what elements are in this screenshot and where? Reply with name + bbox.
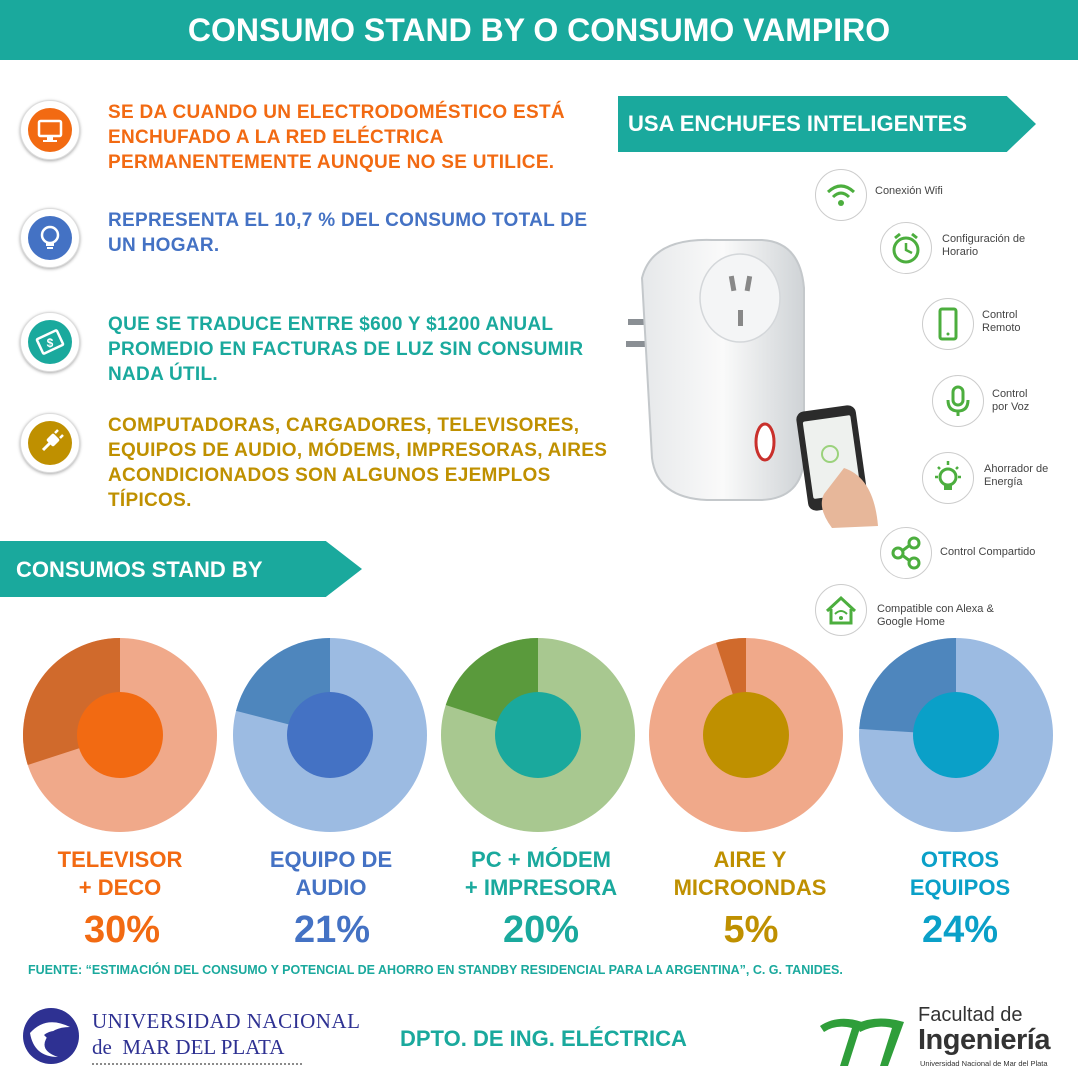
category-label-line: OTROS bbox=[920, 847, 1000, 872]
divider bbox=[92, 1063, 302, 1065]
plug-icon bbox=[20, 413, 80, 473]
category-label: PC + MÓDEM + IMPRESORA bbox=[441, 846, 641, 902]
svg-text:$: $ bbox=[47, 336, 54, 350]
donut-chart bbox=[858, 637, 1054, 833]
category-label: OTROS EQUIPOS bbox=[860, 846, 1060, 902]
info-text: QUE SE TRADUCE ENTRE $600 Y $1200 ANUAL … bbox=[108, 314, 584, 385]
category-label: AIRE Y MICROONDAS bbox=[650, 846, 850, 902]
wifi-icon bbox=[815, 169, 867, 221]
donut-svg-air bbox=[649, 638, 843, 832]
microphone-icon bbox=[932, 375, 984, 427]
donut-center bbox=[495, 692, 581, 778]
donut-chart bbox=[232, 637, 428, 833]
standby-title: CONSUMOS STAND BY bbox=[16, 557, 263, 582]
university-name-line1: UNIVERSIDAD NACIONAL bbox=[92, 1009, 361, 1033]
donut-svg-pc bbox=[441, 638, 635, 832]
lightbulb-icon bbox=[20, 208, 80, 268]
category-label-line: TELEVISOR bbox=[57, 847, 183, 872]
source-citation: FUENTE: “ESTIMACIÓN DEL CONSUMO Y POTENC… bbox=[28, 963, 843, 977]
category-label-line: + DECO bbox=[78, 875, 162, 900]
percentage-label: 20% bbox=[502, 909, 580, 951]
category-label-line: AUDIO bbox=[295, 875, 367, 900]
percentage-label: 30% bbox=[83, 909, 161, 951]
university-name-line2: de MAR DEL PLATA bbox=[92, 1035, 285, 1059]
faculty-logo: Facultad de Ingeniería Universidad Nacio… bbox=[818, 1004, 1058, 1072]
category-label-line: + IMPRESORA bbox=[464, 875, 618, 900]
percentage-label: 5% bbox=[723, 909, 779, 951]
category-label: EQUIPO DE AUDIO bbox=[231, 846, 431, 902]
percentage-label: 24% bbox=[921, 909, 999, 951]
bulb-icon bbox=[922, 452, 974, 504]
money-icon: $ bbox=[20, 312, 80, 372]
category-label-line: AIRE Y bbox=[713, 847, 787, 872]
home-icon bbox=[815, 584, 867, 636]
share-icon bbox=[880, 527, 932, 579]
donut-center bbox=[77, 692, 163, 778]
donut-chart bbox=[648, 637, 844, 833]
donut-center bbox=[287, 692, 373, 778]
category-label-line: MICROONDAS bbox=[673, 875, 827, 900]
faculty-name-line3: Universidad Nacional de Mar del Plata bbox=[920, 1059, 1048, 1068]
faculty-name-line2: Ingeniería bbox=[918, 1024, 1051, 1056]
feature-label: Control Remoto bbox=[982, 309, 1021, 334]
faculty-name-line1: Facultad de bbox=[918, 1004, 1023, 1026]
percentage-label: 21% bbox=[293, 909, 371, 951]
clock-icon bbox=[880, 222, 932, 274]
faculty-emblem-icon bbox=[820, 1018, 904, 1066]
donut-svg-others bbox=[859, 638, 1053, 832]
page-title: CONSUMO STAND BY O CONSUMO VAMPIRO bbox=[0, 0, 1078, 60]
phone-icon bbox=[922, 298, 974, 350]
feature-label: Control por Voz bbox=[992, 388, 1030, 413]
donut-chart bbox=[22, 637, 218, 833]
info-text: COMPUTADORAS, CARGADORES, TELEVISORES, E… bbox=[108, 415, 608, 511]
feature-label: Control Compartido bbox=[940, 546, 1036, 558]
category-label-line: PC + MÓDEM bbox=[471, 847, 611, 872]
feature-label: Ahorrador de Energía bbox=[984, 463, 1049, 488]
feature-label: Configuración de Horario bbox=[942, 233, 1026, 258]
donut-svg-tv bbox=[23, 638, 217, 832]
university-logo: UNIVERSIDAD NACIONAL de MAR DEL PLATA bbox=[22, 1005, 360, 1071]
feature-label: Compatible con Alexa & Google Home bbox=[877, 603, 994, 628]
standby-banner: CONSUMOS STAND BY bbox=[0, 541, 362, 597]
donut-chart bbox=[440, 637, 636, 833]
department-name: DPTO. DE ING. ELÉCTRICA bbox=[400, 1026, 687, 1051]
smart-plugs-banner: USA ENCHUFES INTELIGENTES bbox=[618, 96, 1036, 152]
category-label: TELEVISOR + DECO bbox=[20, 846, 220, 902]
donut-center bbox=[703, 692, 789, 778]
category-label-line: EQUIPOS bbox=[909, 875, 1011, 900]
smart-plug-image bbox=[626, 238, 878, 528]
category-label-line: EQUIPO DE bbox=[269, 847, 393, 872]
smart-plugs-title: USA ENCHUFES INTELIGENTES bbox=[628, 111, 967, 136]
donut-svg-audio bbox=[233, 638, 427, 832]
university-emblem-icon bbox=[23, 1008, 79, 1064]
info-text: REPRESENTA EL 10,7 % DEL CONSUMO TOTAL D… bbox=[108, 210, 588, 256]
feature-label: Conexión Wifi bbox=[875, 185, 943, 197]
monitor-icon bbox=[20, 100, 80, 160]
info-text: SE DA CUANDO UN ELECTRODOMÉSTICO ESTÁ EN… bbox=[108, 102, 565, 173]
donut-center bbox=[913, 692, 999, 778]
